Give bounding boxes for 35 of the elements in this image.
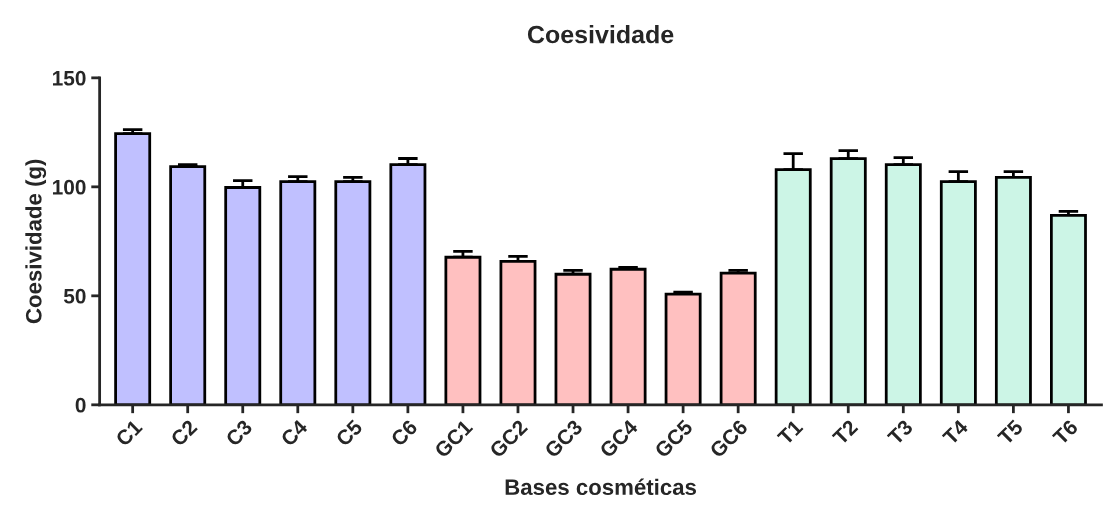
x-tick-label: T2 <box>831 418 859 446</box>
bar <box>389 163 427 405</box>
x-tick-label: C5 <box>335 418 364 448</box>
bar <box>884 163 922 405</box>
x-tick-label: T6 <box>1051 418 1079 446</box>
x-tick-label: GC1 <box>433 418 474 459</box>
bar <box>1049 214 1087 405</box>
bar <box>994 176 1032 405</box>
bar <box>499 260 537 405</box>
chart-title: Coesividade <box>527 25 674 44</box>
bar <box>554 272 592 405</box>
bar <box>609 267 647 405</box>
x-tick-label: C1 <box>114 418 144 448</box>
bar <box>279 180 317 405</box>
bar <box>334 180 372 405</box>
x-tick-label: T1 <box>776 418 804 446</box>
x-tick-label: C4 <box>279 418 309 448</box>
x-tick-label: C3 <box>224 418 254 448</box>
x-tick-label: C2 <box>169 418 198 448</box>
y-tick-label: 100 <box>52 179 86 195</box>
bar <box>169 165 207 405</box>
bar <box>719 271 757 405</box>
x-tick-label: T3 <box>886 418 914 446</box>
bar <box>224 186 262 405</box>
y-tick-label: 0 <box>75 397 86 413</box>
y-axis-title: Coesividade (g) <box>25 159 47 324</box>
y-tick-label: 50 <box>63 288 86 304</box>
bar <box>114 132 152 405</box>
x-axis-title: Bases cosméticas <box>505 478 696 496</box>
x-tick-label: T4 <box>941 418 969 446</box>
bar <box>664 292 702 405</box>
x-tick-label: T5 <box>996 418 1024 446</box>
bar <box>444 255 482 405</box>
x-tick-label: C6 <box>390 418 419 448</box>
y-tick-label: 150 <box>52 70 86 86</box>
